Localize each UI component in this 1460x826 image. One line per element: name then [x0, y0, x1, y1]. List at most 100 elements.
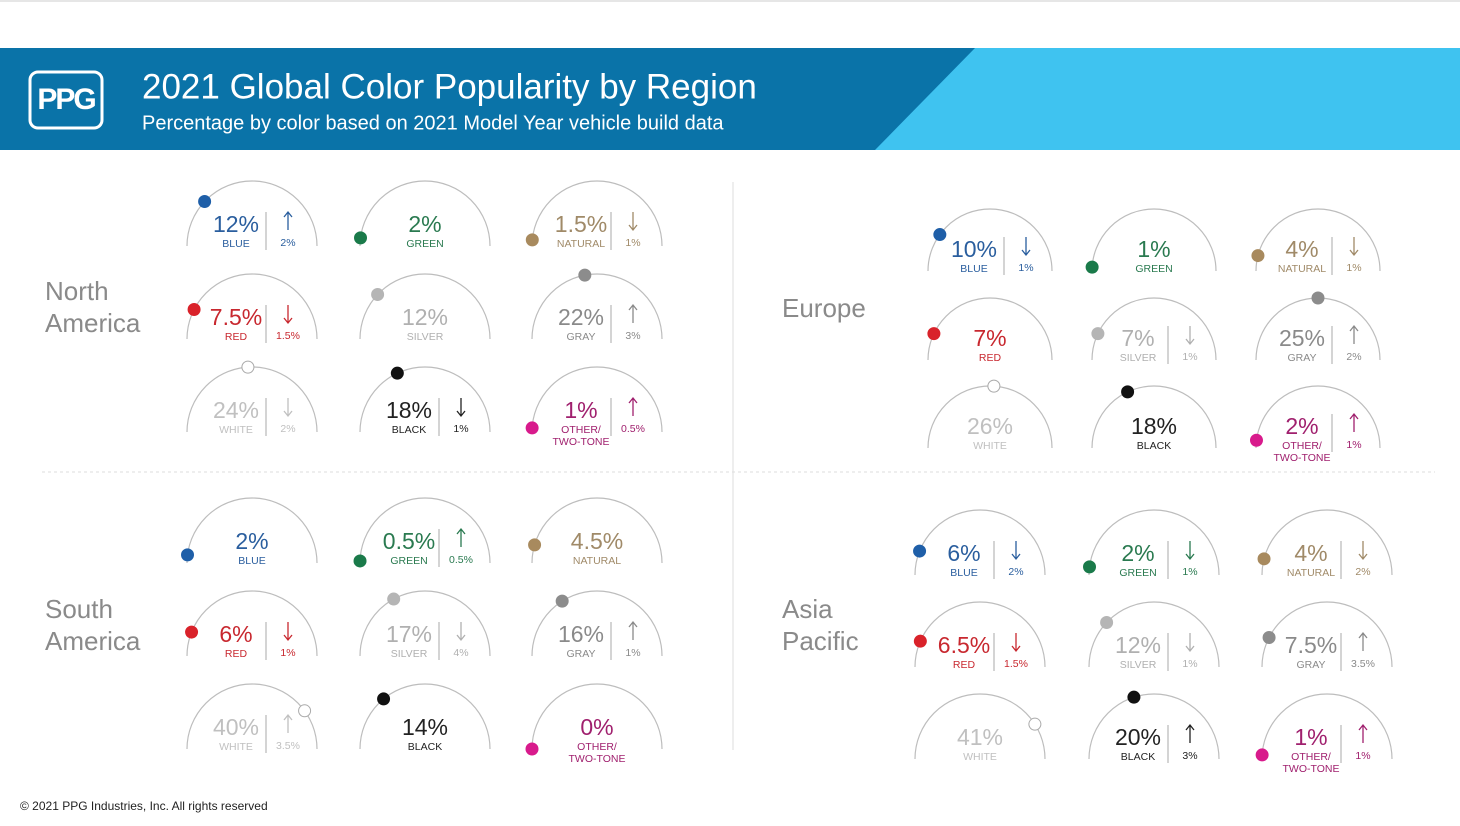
- gauge: 22%GRAY 3%: [531, 268, 663, 343]
- gauge-arc: [1261, 509, 1393, 576]
- gauge-color-name: BLUE: [222, 238, 249, 250]
- gauge-color-name: WHITE: [219, 424, 253, 436]
- gauge: 2%GREEN 1%: [1083, 509, 1220, 579]
- change-label: 1.5%: [276, 330, 300, 342]
- gauge-dot: [1262, 630, 1276, 644]
- gauge-arc: [359, 180, 491, 247]
- gauge-value: 1%: [1294, 724, 1327, 750]
- gauge-dot: [371, 288, 385, 302]
- gauge-color-name: NATURAL: [557, 238, 605, 250]
- gauge-value: 4%: [1285, 236, 1318, 262]
- gauge-color-name: GREEN: [406, 238, 443, 250]
- gauge-value: 22%: [558, 304, 604, 330]
- gauge-color-name: SILVER: [391, 648, 428, 660]
- gauge-arc: [186, 497, 318, 564]
- change-arrow: [283, 398, 293, 418]
- gauge: 12%SILVER: [359, 273, 491, 343]
- gauge-dot: [241, 360, 255, 374]
- change-label: 1%: [1355, 750, 1370, 762]
- gauge-dot: [1083, 560, 1097, 574]
- gauge-arc: [531, 366, 663, 433]
- gauge-color-name: BLACK: [1121, 751, 1155, 763]
- gauge-color-name: GREEN: [1119, 567, 1156, 579]
- region-name: Pacific: [782, 626, 859, 656]
- change-label: 0.5%: [621, 423, 645, 435]
- logo: PPG: [37, 83, 95, 116]
- gauge-color-name: GREEN: [1135, 263, 1172, 275]
- gauge: 7.5%RED 1.5%: [186, 273, 318, 343]
- change-arrow: [628, 620, 638, 640]
- change-label: 2%: [1355, 566, 1370, 578]
- gauge-value: 6.5%: [938, 632, 990, 658]
- gauge-dot: [528, 538, 542, 552]
- logo-frame: [28, 70, 104, 130]
- gauge: 7%RED: [927, 297, 1053, 364]
- gauge-dot: [1100, 616, 1114, 630]
- gauge-arc: [359, 683, 491, 750]
- gauge: 0.5%GREEN 0.5%: [353, 497, 491, 568]
- gauge-arc: [359, 590, 491, 657]
- change-label: 0.5%: [449, 554, 473, 566]
- gauge-arc: [531, 273, 663, 340]
- gauge-value: 12%: [1115, 632, 1161, 658]
- gauge-arc: [927, 208, 1053, 272]
- change-arrow: [456, 622, 466, 642]
- gauge-value: 20%: [1115, 724, 1161, 750]
- change-label: 3.5%: [276, 740, 300, 752]
- gauge: 14%BLACK: [359, 683, 491, 753]
- gauge: 2%OTHER/TWO-TONE 1%: [1249, 385, 1381, 464]
- gauge-arc: [1255, 208, 1381, 272]
- gauge-value: 18%: [1131, 413, 1177, 439]
- gauge-value: 6%: [947, 540, 980, 566]
- gauge-dot: [298, 704, 312, 718]
- gauge-color-name: OTHER/: [577, 741, 617, 753]
- gauge-value: 16%: [558, 621, 604, 647]
- change-arrow: [628, 303, 638, 323]
- gauge-arc: [914, 693, 1046, 760]
- gauge-dot: [1257, 552, 1271, 566]
- gauge-value: 18%: [386, 397, 432, 423]
- gauge-arc: [1091, 385, 1217, 449]
- gauge-arc: [359, 366, 491, 433]
- gauge-color-name: GRAY: [567, 331, 596, 343]
- gauge-color-name: OTHER/: [1291, 751, 1331, 763]
- gauge-value: 24%: [213, 397, 259, 423]
- gauge-arc: [1091, 208, 1217, 272]
- gauge: 6.5%RED 1.5%: [913, 601, 1046, 671]
- gauge: 4%NATURAL 1%: [1251, 208, 1381, 275]
- gauge-value: 25%: [1279, 325, 1325, 351]
- change-label: 1%: [1346, 439, 1361, 451]
- change-label: 1%: [1182, 658, 1197, 670]
- change-arrow: [1349, 412, 1359, 432]
- gauge-value: 2%: [408, 211, 441, 237]
- change-arrow: [456, 527, 466, 547]
- gauge-color-name: GRAY: [1288, 352, 1317, 364]
- gauge-arc: [531, 683, 663, 750]
- region-name: America: [45, 626, 141, 656]
- gauge: 6%RED 1%: [185, 590, 318, 660]
- gauge-dot: [578, 268, 592, 282]
- gauge: 18%BLACK: [1091, 385, 1217, 452]
- gauge-color-name: BLUE: [950, 567, 977, 579]
- region-name: Asia: [782, 594, 833, 624]
- change-label: 4%: [453, 647, 468, 659]
- gauge-arc: [1261, 693, 1393, 760]
- change-label: 3%: [625, 330, 640, 342]
- gauge: 18%BLACK 1%: [359, 366, 491, 436]
- gauge-value: 0%: [580, 714, 613, 740]
- change-label: 2%: [280, 423, 295, 435]
- gauge: 1%GREEN: [1085, 208, 1217, 275]
- gauge-dot: [1255, 748, 1269, 762]
- gauge: 12%BLUE 2%: [186, 180, 318, 250]
- gauge-color-name: NATURAL: [1278, 263, 1326, 275]
- gauge-value: 7.5%: [210, 304, 262, 330]
- gauge-value: 2%: [235, 528, 268, 554]
- change-label: 2%: [280, 237, 295, 249]
- change-arrow: [628, 212, 638, 232]
- change-arrow: [1358, 631, 1368, 651]
- gauge: 2%BLUE: [181, 497, 318, 567]
- gauge-value: 0.5%: [383, 528, 435, 554]
- change-arrow: [1185, 541, 1195, 561]
